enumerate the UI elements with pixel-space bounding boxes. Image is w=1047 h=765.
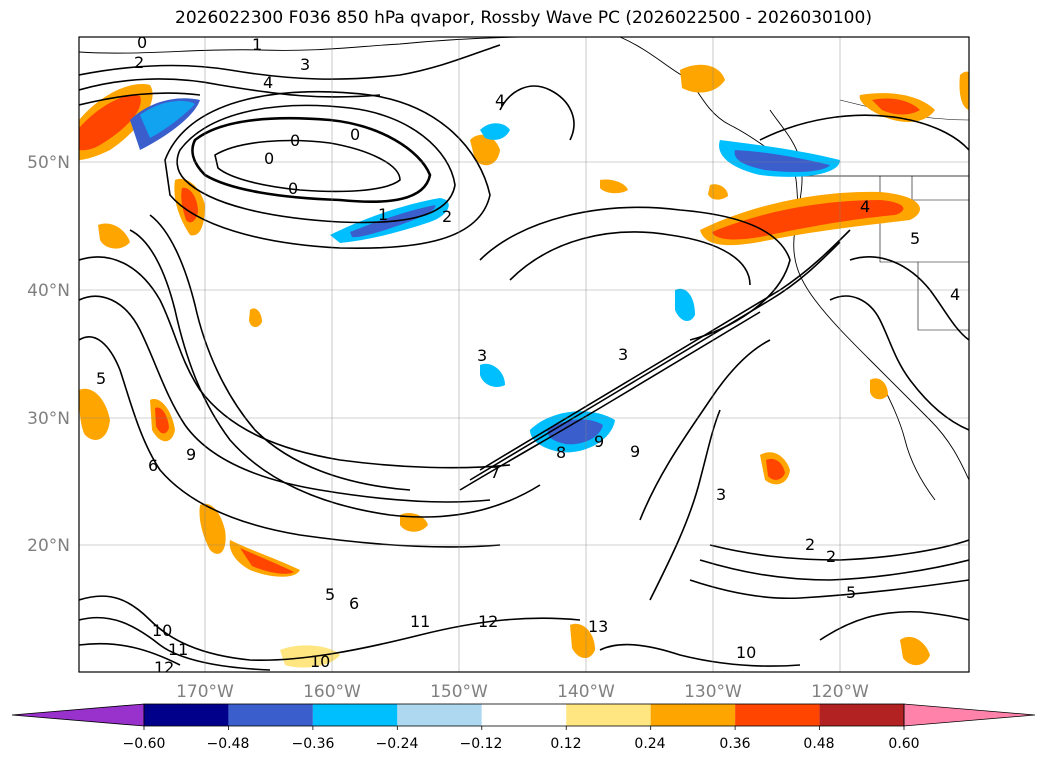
colorbar-segment <box>650 704 736 726</box>
contour-label: 0 <box>288 179 298 198</box>
lon-label: 140°W <box>557 682 615 702</box>
colorbar-tick-label: −0.36 <box>292 736 335 752</box>
colorbar-tick-label: −0.60 <box>123 736 166 752</box>
contour-label: 1 <box>252 35 262 54</box>
contour-label: 4 <box>263 73 273 92</box>
contour-label: 0 <box>137 33 147 52</box>
contour-label: 3 <box>618 345 628 364</box>
contour-label: 10 <box>736 643 756 662</box>
lon-label: 170°W <box>176 682 234 702</box>
colorbar-segment <box>481 704 567 726</box>
colorbar-extend-max <box>903 703 1036 727</box>
colorbar-segment <box>819 704 904 726</box>
contour-label: 3 <box>477 346 487 365</box>
lat-label: 30°N <box>27 409 70 429</box>
contour-label: 12 <box>478 612 498 631</box>
graticule <box>79 37 969 672</box>
contour-label: 5 <box>96 369 106 388</box>
lon-label: 160°W <box>303 682 361 702</box>
colorbar-tick-label: −0.12 <box>460 736 503 752</box>
contour-label: 3 <box>716 485 726 504</box>
map-background <box>79 37 969 672</box>
contour-label: 0 <box>264 149 274 168</box>
contour-label: 8 <box>556 443 566 462</box>
contour-label: 9 <box>186 445 196 464</box>
colorbar-segment <box>228 704 313 726</box>
contour-label: 6 <box>148 456 158 475</box>
colorbar-segment <box>312 704 398 726</box>
contour-label: 6 <box>349 594 359 613</box>
contour-label: 7 <box>490 463 500 482</box>
contour-label: 10 <box>310 652 330 671</box>
longitude-labels: 170°W 160°W 150°W 140°W 130°W 120°W <box>176 682 869 702</box>
colorbar-tick-label: −0.24 <box>376 736 419 752</box>
contour-label: 5 <box>325 585 335 604</box>
map-frame <box>78 36 970 673</box>
lat-label: 20°N <box>27 536 70 556</box>
colorbar-tick-label: 0.60 <box>888 736 919 752</box>
lon-label: 120°W <box>811 682 869 702</box>
contour-label: 9 <box>630 442 640 461</box>
contour-label: 9 <box>594 432 604 451</box>
contour-label: 2 <box>826 547 836 566</box>
contour-label: 1 <box>378 205 388 224</box>
colorbar <box>11 703 1036 730</box>
contour-label: 5 <box>910 229 920 248</box>
contour-label: 0 <box>290 131 300 150</box>
contour-label-layer: 0 1 2 3 4 0 0 0 0 1 2 3 4 5 6 7 8 9 9 9 … <box>96 33 960 677</box>
colorbar-segment <box>566 704 651 726</box>
colorbar-extend-min <box>11 703 145 727</box>
state-line-2 <box>917 262 969 331</box>
contour-label: 10 <box>152 621 172 640</box>
shaded-anomalies <box>79 64 969 668</box>
contour-label: 5 <box>846 583 856 602</box>
latitude-labels: 50°N 40°N 30°N 20°N <box>27 153 70 556</box>
contour-label: 0 <box>350 125 360 144</box>
contour-label: 2 <box>134 53 144 72</box>
colorbar-segment <box>397 704 482 726</box>
chart-title: 2026022300 F036 850 hPa qvapor, Rossby W… <box>175 8 872 28</box>
contour-lines <box>79 44 969 671</box>
contour-label: 3 <box>300 55 310 74</box>
lat-label: 40°N <box>27 281 70 301</box>
colorbar-tick-label: 0.12 <box>550 736 581 752</box>
contour-label: 4 <box>495 91 505 110</box>
contour-label: 2 <box>805 535 815 554</box>
contour-label: 4 <box>950 285 960 304</box>
lat-label: 50°N <box>27 153 70 173</box>
colorbar-tick-label: −0.48 <box>207 736 250 752</box>
contour-label: 11 <box>168 640 188 659</box>
colorbar-frame <box>143 703 905 727</box>
contour-label: 2 <box>442 207 452 226</box>
colorbar-tick-label: 0.48 <box>803 736 834 752</box>
colorbar-segment <box>735 704 820 726</box>
contour-label: 12 <box>154 658 174 677</box>
lon-label: 130°W <box>684 682 742 702</box>
colorbar-segment <box>144 704 229 726</box>
colorbar-labels: −0.60 −0.48 −0.36 −0.24 −0.12 0.12 0.24 … <box>123 736 920 752</box>
contour-label: 4 <box>860 197 870 216</box>
contour-label: 13 <box>588 617 608 636</box>
colorbar-tick-label: 0.24 <box>634 736 665 752</box>
colorbar-tick-label: 0.36 <box>719 736 750 752</box>
baja-coast <box>879 379 936 501</box>
contour-label: 11 <box>410 612 430 631</box>
lon-label: 150°W <box>430 682 488 702</box>
